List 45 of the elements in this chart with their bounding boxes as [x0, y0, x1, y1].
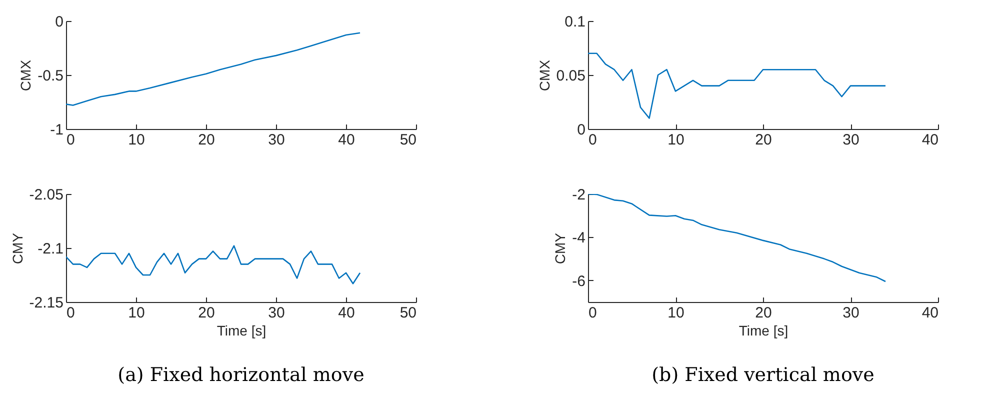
line-series: [588, 52, 886, 119]
x-axis-title: Time [s]: [738, 322, 788, 338]
x-axis-title: Time [s]: [216, 322, 266, 338]
x-tick-label: 20: [198, 132, 215, 148]
y-tick-label: -6: [572, 272, 586, 290]
x-tick-label: 40: [338, 132, 355, 148]
x-tick-label: 10: [128, 132, 145, 148]
y-tick-label: 0.1: [564, 14, 586, 30]
x-tick-label: 50: [400, 304, 416, 322]
y-tick-label: -2: [572, 186, 586, 204]
x-tick-label: 10: [668, 304, 684, 322]
y-tick-label: -2.15: [29, 294, 64, 312]
x-tick-label: 10: [668, 132, 684, 148]
y-tick-label: -1: [50, 122, 64, 138]
x-tick-label: 30: [268, 132, 285, 148]
line-series: [66, 245, 361, 284]
y-tick-label: 0.05: [556, 68, 586, 84]
x-tick-label: 20: [198, 304, 215, 322]
y-tick-label: 0: [55, 14, 64, 30]
text: (a) Fixed horizontal move: [118, 364, 364, 386]
y-tick-label: -2.1: [38, 240, 64, 258]
x-tick-label: 0: [66, 304, 75, 322]
x-tick-label: 50: [400, 132, 416, 148]
y-axis-title: CMX: [18, 59, 34, 92]
text: (b) Fixed vertical move: [652, 364, 874, 386]
x-tick-label: 0: [66, 132, 75, 148]
x-tick-label: 40: [922, 132, 938, 148]
y-tick-label: -2.05: [29, 186, 64, 204]
y-tick-label: -0.5: [38, 68, 64, 84]
x-tick-label: 20: [755, 132, 772, 148]
x-tick-label: 40: [922, 304, 938, 322]
x-tick-label: 40: [338, 304, 355, 322]
x-tick-label: 0: [588, 132, 597, 148]
y-tick-label: -4: [572, 230, 586, 247]
x-tick-label: 30: [842, 304, 860, 322]
y-axis-title: CMX: [536, 59, 552, 92]
x-tick-label: 10: [128, 304, 145, 322]
y-axis-title: CMY: [9, 232, 26, 264]
y-axis-title: CMY: [552, 232, 568, 264]
line-series: [588, 194, 886, 282]
line-series: [66, 32, 361, 106]
x-tick-label: 30: [268, 304, 285, 322]
x-tick-label: 30: [842, 132, 860, 148]
x-tick-label: 20: [755, 304, 772, 322]
x-tick-label: 0: [588, 304, 597, 322]
